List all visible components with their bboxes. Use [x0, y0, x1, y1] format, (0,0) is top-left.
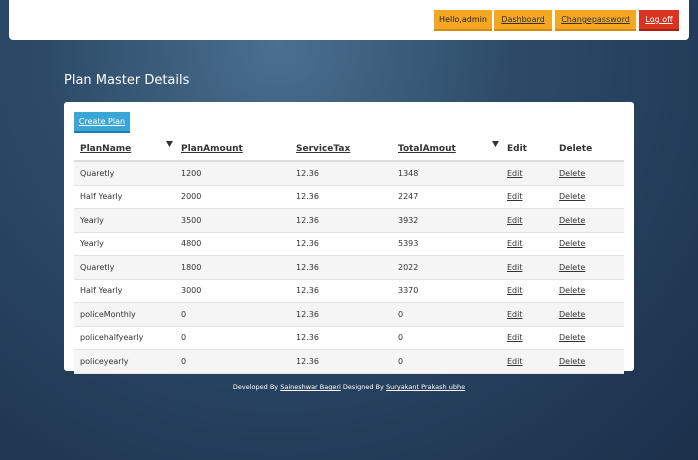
- plan-table: PlanName PlanAmount ServiceTax TotalAmout Ed…: [74, 138, 624, 374]
- panel: Create Plan PlanName PlanAmount ServiceTax…: [64, 102, 634, 374]
- column-header[interactable]: TotalAmout: [392, 138, 501, 162]
- table-cell: 0: [392, 349, 501, 374]
- table-cell: Quaretly: [74, 255, 175, 280]
- table-row: Yearly 3500 12.36 3932 Edit Delete: [74, 208, 624, 233]
- table-cell: 3500: [175, 208, 290, 233]
- table-cell: Quaretly: [74, 161, 175, 186]
- column-header: Delete: [553, 138, 624, 162]
- column-header[interactable]: ServiceTax: [290, 138, 392, 162]
- table-cell: 1348: [392, 161, 501, 186]
- delete-link[interactable]: Delete: [553, 232, 624, 256]
- column-header: Edit: [501, 138, 553, 162]
- table-cell: 5393: [392, 232, 501, 256]
- change-password-link[interactable]: Changepassword: [555, 10, 636, 31]
- table-cell: 2000: [175, 185, 290, 209]
- designer-link[interactable]: Suryakant Prakash ubhe: [385, 383, 466, 391]
- table-cell: 12.36: [290, 232, 392, 256]
- edit-link[interactable]: Edit: [501, 232, 553, 256]
- table-cell: 1200: [175, 161, 290, 186]
- edit-link[interactable]: Edit: [501, 185, 553, 209]
- delete-link[interactable]: Delete: [553, 302, 624, 327]
- table-cell: 2247: [392, 185, 501, 209]
- table-cell: policeyearly: [74, 349, 175, 374]
- table-cell: Half Yearly: [74, 185, 175, 209]
- sort-arrow: [166, 141, 173, 147]
- delete-link[interactable]: Delete: [553, 161, 624, 186]
- table-cell: 12.36: [290, 185, 392, 209]
- table-cell: policeMonthly: [74, 302, 175, 327]
- delete-link[interactable]: Delete: [553, 208, 624, 233]
- developed-label: Developed By: [232, 383, 279, 391]
- edit-link[interactable]: Edit: [501, 255, 553, 280]
- column-header[interactable]: PlanName: [74, 138, 175, 162]
- column-header[interactable]: PlanAmount: [175, 138, 290, 162]
- delete-link[interactable]: Delete: [553, 326, 624, 350]
- table-row: Half Yearly 2000 12.36 2247 Edit Delete: [74, 185, 624, 209]
- table-cell: 3000: [175, 279, 290, 303]
- table-cell: 12.36: [290, 279, 392, 303]
- table-cell: Yearly: [74, 208, 175, 233]
- delete-link[interactable]: Delete: [553, 255, 624, 280]
- table-row: Half Yearly 3000 12.36 3370 Edit Delete: [74, 279, 624, 303]
- developer-link[interactable]: Saineshwar Bageri: [280, 383, 341, 391]
- table-cell: 0: [175, 349, 290, 374]
- table-cell: 1800: [175, 255, 290, 280]
- edit-link[interactable]: Edit: [501, 349, 553, 374]
- table-cell: 12.36: [290, 161, 392, 186]
- table-row: policehalfyearly 0 12.36 0 Edit Delete: [74, 326, 624, 350]
- dashboard-link[interactable]: Dashboard: [494, 10, 552, 31]
- table-cell: 2022: [392, 255, 501, 280]
- table-cell: 0: [175, 302, 290, 327]
- table-cell: 0: [392, 302, 501, 327]
- log-off-link[interactable]: Log off: [639, 10, 679, 31]
- table-cell: 3932: [392, 208, 501, 233]
- table-cell: 3370: [392, 279, 501, 303]
- header-row: PlanName PlanAmount ServiceTax TotalAmout Ed…: [74, 138, 624, 162]
- sort-arrow: [492, 141, 499, 147]
- table-cell: Half Yearly: [74, 279, 175, 303]
- table-row: Quaretly 1200 12.36 1348 Edit Delete: [74, 161, 624, 186]
- table-cell: 0: [175, 326, 290, 350]
- edit-link[interactable]: Edit: [501, 302, 553, 327]
- table-row: policeyearly 0 12.36 0 Edit Delete: [74, 349, 624, 374]
- table-cell: Yearly: [74, 232, 175, 256]
- table-cell: 4800: [175, 232, 290, 256]
- footer: Developed By Saineshwar Bageri Designed …: [0, 383, 698, 391]
- delete-link[interactable]: Delete: [553, 279, 624, 303]
- table-cell: 12.36: [290, 302, 392, 327]
- table-row: Quaretly 1800 12.36 2022 Edit Delete: [74, 255, 624, 280]
- edit-link[interactable]: Edit: [501, 161, 553, 186]
- greeting: Hello,admin: [434, 10, 492, 31]
- create-plan-button[interactable]: Create Plan: [74, 112, 130, 133]
- table-row: policeMonthly 0 12.36 0 Edit Delete: [74, 302, 624, 327]
- table-cell: 12.36: [290, 208, 392, 233]
- page-title: Plan Master Details: [64, 73, 190, 88]
- edit-link[interactable]: Edit: [501, 326, 553, 350]
- table-cell: 12.36: [290, 349, 392, 374]
- table-cell: 12.36: [290, 255, 392, 280]
- table-cell: 12.36: [290, 326, 392, 350]
- edit-link[interactable]: Edit: [501, 208, 553, 233]
- delete-link[interactable]: Delete: [553, 349, 624, 374]
- table-cell: 0: [392, 326, 501, 350]
- edit-link[interactable]: Edit: [501, 279, 553, 303]
- delete-link[interactable]: Delete: [553, 185, 624, 209]
- table-row: Yearly 4800 12.36 5393 Edit Delete: [74, 232, 624, 256]
- designed-label: Designed By: [342, 383, 384, 391]
- table-cell: policehalfyearly: [74, 326, 175, 350]
